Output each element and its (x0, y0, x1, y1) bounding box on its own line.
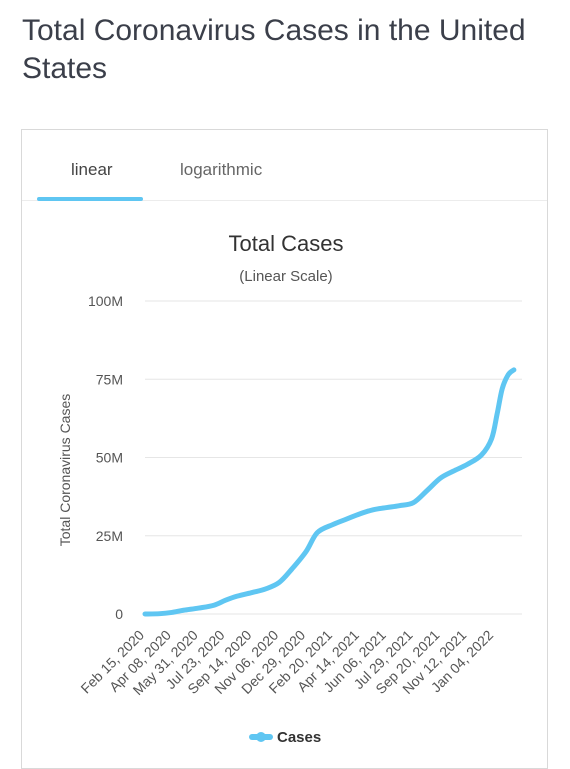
y-tick-label: 100M (88, 293, 123, 309)
legend[interactable]: Cases (249, 729, 321, 746)
series-line-cases (142, 367, 517, 617)
y-tick-labels: 0 25M 50M 75M 100M (88, 293, 123, 622)
tab-linear[interactable]: linear (71, 160, 113, 179)
y-tick-label: 0 (115, 606, 123, 622)
cases-chart: Total Cases (Linear Scale) Total Coronav… (57, 231, 522, 746)
chart-subtitle: (Linear Scale) (239, 268, 332, 285)
y-tick-label: 50M (96, 450, 123, 466)
scale-tabs: linear logarithmic (22, 130, 547, 201)
tab-logarithmic[interactable]: logarithmic (180, 160, 263, 179)
active-tab-indicator (37, 197, 143, 201)
y-tick-label: 25M (96, 528, 123, 544)
legend-label-cases[interactable]: Cases (277, 729, 321, 746)
y-tick-label: 75M (96, 371, 123, 387)
chart-panel: linear logarithmic Total Cases (Linear S… (21, 129, 548, 769)
y-axis-label: Total Coronavirus Cases (57, 394, 73, 547)
gridlines (145, 300, 522, 615)
series-lines (142, 367, 517, 617)
page-title: Total Coronavirus Cases in the United St… (22, 14, 526, 85)
legend-marker-cases (256, 732, 266, 742)
chart-title: Total Cases (229, 231, 344, 256)
